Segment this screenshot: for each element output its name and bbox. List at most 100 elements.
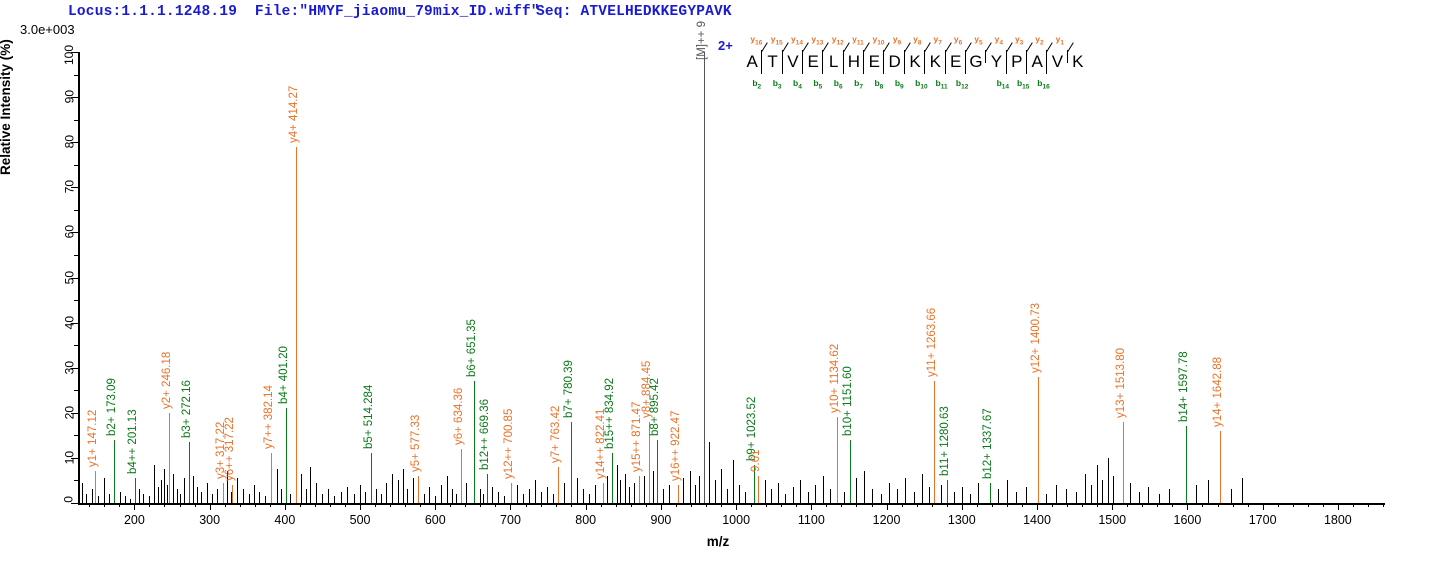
spectrum-peak <box>563 482 565 503</box>
y-axis-tick <box>74 300 78 302</box>
annotated-peak <box>570 421 572 503</box>
spectrum-peak <box>1112 475 1114 503</box>
spectrum-peak <box>954 491 956 503</box>
ladder-cleavage-bar <box>822 50 824 63</box>
annotated-peak <box>418 475 420 503</box>
spectrum-peak <box>653 471 655 503</box>
x-axis-tick <box>179 503 181 507</box>
annotated-peak <box>558 466 560 503</box>
peak-label: b6+ 651.35 <box>465 319 478 378</box>
ladder-b-cleavage-bar <box>863 62 865 74</box>
x-axis-tick <box>1082 503 1084 507</box>
annotated-peak <box>990 482 992 503</box>
peak-label: y11+ 1263.66 <box>926 308 939 378</box>
x-axis-tick <box>450 503 452 507</box>
x-axis-tick <box>360 503 362 510</box>
ladder-y-ion-label: y13 <box>811 34 824 47</box>
x-axis-tick <box>766 503 768 507</box>
ladder-b-cleavage-bar <box>822 62 824 74</box>
peak-label: b14+ 1597.78 <box>1177 351 1190 423</box>
annotated-peak <box>947 480 949 503</box>
spectrum-peak <box>1208 480 1210 503</box>
spectrum-peak <box>897 489 899 503</box>
spectrum-peak <box>226 471 228 503</box>
spectrum-peak <box>315 482 317 503</box>
x-axis-tick <box>811 503 813 510</box>
x-axis-tick <box>480 503 482 507</box>
x-axis-tick <box>946 503 948 507</box>
x-axis-tick <box>1067 503 1069 507</box>
ladder-b-ion-label: b5 <box>813 78 823 91</box>
spectrum-peak <box>633 482 635 503</box>
y-axis-tick <box>71 277 78 279</box>
x-axis-tick <box>901 503 903 507</box>
x-axis-title: m/z <box>706 534 730 549</box>
locus-file-text: Locus:1.1.1.1248.19 File:"HMYF_jiaomu_79… <box>68 4 540 20</box>
y-axis-tick <box>71 412 78 414</box>
residue-7: E <box>868 52 880 71</box>
intensity-max-label: 3.0e+003 <box>20 22 75 37</box>
x-axis-tick <box>1247 503 1249 507</box>
residue-8: D <box>888 52 901 71</box>
y-axis-tick <box>74 164 78 166</box>
ladder-cleavage-slash <box>903 42 911 53</box>
spectrum-peak <box>143 493 145 503</box>
annotated-peak <box>169 412 171 503</box>
spectrum-peak <box>340 491 342 503</box>
ladder-y-ion-label: y4 <box>994 34 1003 47</box>
ladder-b-cleavage-bar <box>924 62 926 74</box>
spectrum-peak <box>333 496 335 503</box>
spectrum-peak <box>381 493 383 503</box>
spectrum-peak <box>540 491 542 503</box>
annotated-peak <box>657 439 659 503</box>
spectrum-plot: y1+ 147.12 b2+ 173.09 b4++ 201.13 y2+ 246.1… <box>78 21 1383 503</box>
peak-label: y4+ 414.27 <box>287 85 300 143</box>
spectrum-peak <box>528 489 530 503</box>
peak-label: b12++ 669.36 <box>479 398 492 470</box>
x-axis-tick <box>1006 503 1008 507</box>
spectrum-peak <box>354 493 356 503</box>
spectrum-peak <box>552 493 554 503</box>
y-axis-tick-label: 40 <box>62 315 76 329</box>
y-axis-tick <box>74 209 78 211</box>
spectrum-peak <box>184 478 186 503</box>
y-axis-tick <box>71 232 78 234</box>
spectrum-peak <box>856 478 858 503</box>
x-axis-tick <box>1127 503 1129 507</box>
x-axis-tick <box>345 503 347 507</box>
spectrum-peak <box>644 475 646 503</box>
residue-5: L <box>828 52 839 71</box>
ladder-b-ion-label: b14 <box>996 78 1010 91</box>
ladder-cleavage-slash <box>761 42 769 53</box>
x-axis-tick <box>916 503 918 507</box>
y-axis-tick-label: 60 <box>62 225 76 239</box>
spectrum-peak <box>265 496 267 503</box>
ladder-cleavage-slash <box>802 42 809 53</box>
peak-label: 9.61 <box>750 449 763 472</box>
spectrum-peak <box>153 464 155 503</box>
annotated-peak <box>232 484 234 503</box>
spectrum-peak <box>1231 489 1233 503</box>
ladder-y-ion-label: y15 <box>770 34 783 47</box>
residue-12: G <box>969 52 983 71</box>
ladder-b-cleavage-bar <box>903 62 905 74</box>
spectrum-peak <box>392 473 394 503</box>
spectrum-peak <box>435 496 437 503</box>
ladder-b-cleavage-bar <box>761 62 763 74</box>
x-axis-tick <box>826 503 828 507</box>
x-axis-tick <box>600 503 602 507</box>
residue-14: P <box>1011 52 1023 71</box>
x-axis-tick <box>751 503 753 507</box>
annotated-peak <box>473 381 475 503</box>
peak-label: b4++ 201.13 <box>127 409 140 475</box>
x-axis-tick <box>390 503 392 507</box>
x-axis-tick-label: 1500 <box>1098 513 1127 527</box>
x-axis-tick-label: 400 <box>274 513 296 527</box>
spectrum-peak <box>1102 480 1104 503</box>
ladder-b-cleavage-bar <box>1005 62 1007 74</box>
annotated-peak <box>461 448 463 503</box>
spectrum-peak <box>534 480 536 503</box>
spectrum-peak <box>1138 491 1140 503</box>
ladder-b-ion-label: b9 <box>894 78 904 91</box>
x-axis-tick <box>976 503 978 507</box>
